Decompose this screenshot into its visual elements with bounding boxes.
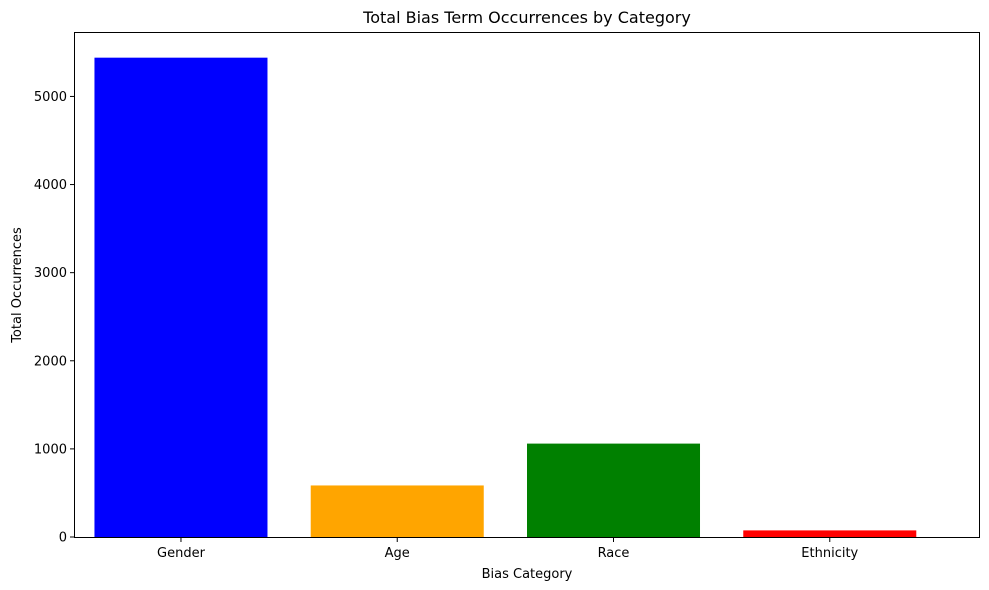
bar-age [310,485,484,537]
x-tick-label: Ethnicity [801,546,858,561]
x-tick-label: Age [385,546,410,561]
chart-title: Total Bias Term Occurrences by Category [362,8,691,27]
bar-gender [94,57,268,538]
y-tick-label: 4000 [34,178,67,193]
y-tick-label: 2000 [34,354,67,369]
x-axis-label: Bias Category [482,567,573,582]
y-tick-label: 1000 [34,442,67,457]
y-axis: 0 1000 2000 3000 4000 5000 [34,90,75,546]
x-axis: Gender Age Race Ethnicity [157,537,859,561]
y-tick-label: 0 [59,531,67,546]
x-tick-label: Gender [157,546,206,561]
y-tick-label: 5000 [34,90,67,105]
y-tick-label: 3000 [34,266,67,281]
y-axis-label: Total Occurrences [10,227,25,344]
bar-ethnicity [743,530,917,537]
bar-race [527,443,701,537]
x-tick-label: Race [598,546,630,561]
bars-group [94,57,917,538]
plot-frame [74,32,980,538]
